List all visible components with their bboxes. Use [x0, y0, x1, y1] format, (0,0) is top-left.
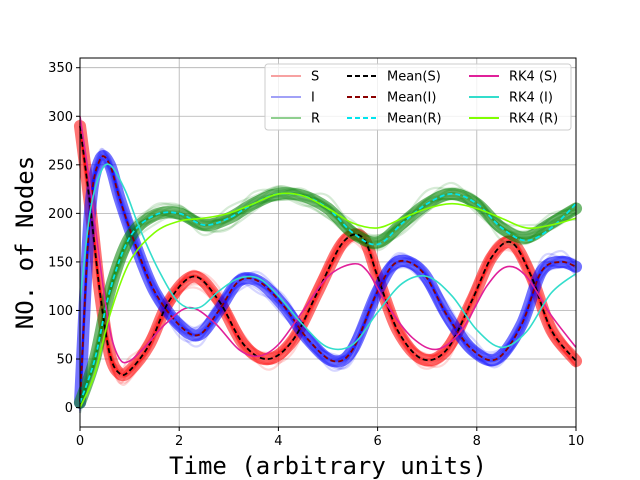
series-line-mean-s- [79, 125, 577, 377]
legend-label: RK4 (S) [509, 70, 557, 85]
x-tick-label: 8 [473, 434, 481, 449]
x-tick-label: 0 [76, 434, 84, 449]
x-tick-label: 4 [274, 434, 282, 449]
series-line-rk4-s- [79, 116, 577, 364]
legend-label: Mean(I) [387, 91, 436, 106]
legend-label: Mean(S) [387, 70, 441, 85]
x-tick-label: 6 [373, 434, 381, 449]
y-axis-label: NO. of Nodes [11, 156, 39, 329]
legend-box [264, 63, 572, 131]
series-line-rk4-i- [79, 163, 577, 351]
y-tick-label: 50 [56, 353, 73, 368]
x-axis-label: Time (arbitrary units) [169, 452, 487, 480]
x-tick-label: 2 [175, 434, 183, 449]
legend-label: Mean(R) [387, 112, 442, 127]
stochastic-bands [73, 118, 583, 414]
series-line-mean-i- [79, 155, 577, 403]
y-tick-label: 150 [48, 255, 73, 270]
y-tick-label: 250 [48, 158, 73, 173]
series-line-rk4-r- [79, 192, 577, 408]
y-tick-label: 200 [48, 207, 73, 222]
legend-label: RK4 (I) [509, 91, 553, 106]
legend-label: S [311, 70, 319, 85]
y-tick-label: 0 [65, 401, 73, 416]
legend-label: I [311, 91, 315, 106]
legend-label: RK4 (R) [509, 112, 558, 127]
y-tick-label: 350 [48, 61, 73, 76]
series-lines [79, 116, 577, 408]
legend-label: R [311, 112, 320, 127]
band-core-S [73, 119, 583, 382]
x-tick-label: 10 [568, 434, 585, 449]
band-S [73, 118, 583, 387]
legend: SIR Mean(S) Mean(I) Mean(R) RK4 (S) RK4 (I) RK… [264, 63, 572, 131]
y-tick-label: 300 [48, 110, 73, 125]
plot-frame [79, 57, 577, 428]
y-tick-label: 100 [48, 304, 73, 319]
